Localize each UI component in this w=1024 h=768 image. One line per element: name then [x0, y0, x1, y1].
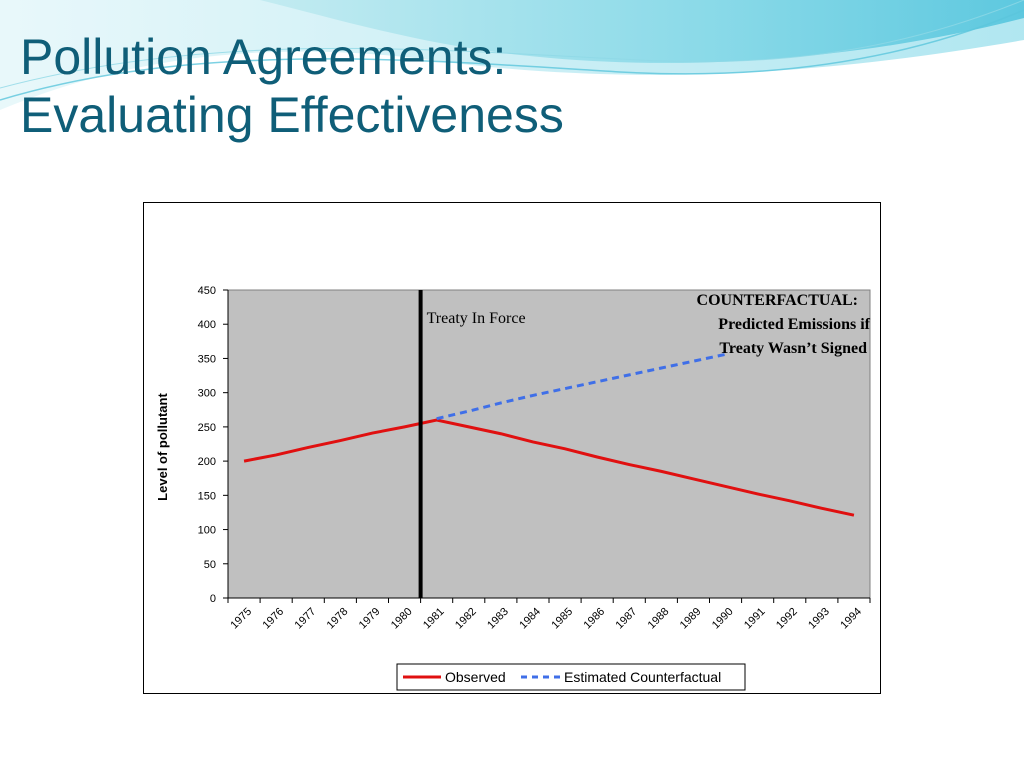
x-tick-label: 1979 [357, 606, 383, 632]
x-tick-label: 1976 [260, 606, 286, 632]
slide-title: Pollution Agreements: Evaluating Effecti… [20, 28, 564, 144]
y-tick-label: 300 [198, 388, 216, 400]
x-tick-label: 1989 [678, 606, 704, 632]
x-tick-label: 1985 [549, 606, 575, 632]
y-tick-label: 0 [210, 593, 216, 605]
y-tick-label: 350 [198, 353, 216, 365]
x-tick-label: 1991 [742, 606, 768, 632]
x-tick-label: 1977 [293, 606, 319, 632]
y-tick-label: 150 [198, 490, 216, 502]
x-tick-label: 1984 [517, 606, 543, 632]
counterfactual-annotation-line-3: Treaty Wasn’t Signed [719, 340, 867, 357]
x-axis: 1975 1976 1977 1978 1979 1980 1981 1982 1983 1984… [227, 597, 871, 632]
y-tick-label: 100 [198, 525, 216, 537]
x-tick-label: 1988 [646, 606, 672, 632]
y-tick-label: 200 [198, 456, 216, 468]
slide-title-line-2: Evaluating Effectiveness [20, 87, 564, 143]
y-axis-label: Level of pollutant [155, 393, 170, 501]
treaty-in-force-label: Treaty In Force [427, 310, 526, 327]
series-line-estimated-counterfactual [436, 352, 726, 421]
counterfactual-annotation-line-1: COUNTERFACTUAL: [697, 292, 858, 309]
x-tick-label: 1986 [581, 606, 607, 632]
x-tick-label: 1978 [325, 606, 351, 632]
x-tick-label: 1980 [389, 606, 415, 632]
x-tick-label: 1982 [453, 606, 479, 632]
x-tick-label: 1994 [838, 606, 864, 632]
series-layer [243, 352, 855, 517]
series-line-observed [243, 418, 855, 517]
legend-counterfactual-label: Estimated Counterfactual [564, 669, 721, 685]
x-tick-label: 1987 [614, 606, 640, 632]
y-tick-label: 400 [198, 319, 216, 331]
x-tick-label: 1990 [710, 606, 736, 632]
legend: Observed Estimated Counterfactual [396, 663, 746, 691]
x-tick-label: 1992 [774, 606, 800, 632]
slide-title-line-1: Pollution Agreements: [20, 29, 507, 85]
y-tick-label: 450 [198, 285, 216, 297]
x-tick-label: 1983 [485, 606, 511, 632]
counterfactual-annotation-line-2: Predicted Emissions if [718, 316, 870, 333]
legend-observed-label: Observed [445, 669, 506, 685]
y-tick-label: 50 [204, 559, 216, 571]
x-tick-label: 1993 [806, 606, 832, 632]
pollution-line-chart: 0 50 100 150 200 250 300 350 400 450 1975 1976 1977… [155, 285, 871, 691]
x-tick-label: 1981 [421, 606, 447, 632]
y-axis: 0 50 100 150 200 250 300 350 400 450 [198, 285, 229, 605]
legend-box [396, 663, 746, 691]
y-tick-label: 250 [198, 422, 216, 434]
x-tick-label: 1975 [228, 606, 254, 632]
